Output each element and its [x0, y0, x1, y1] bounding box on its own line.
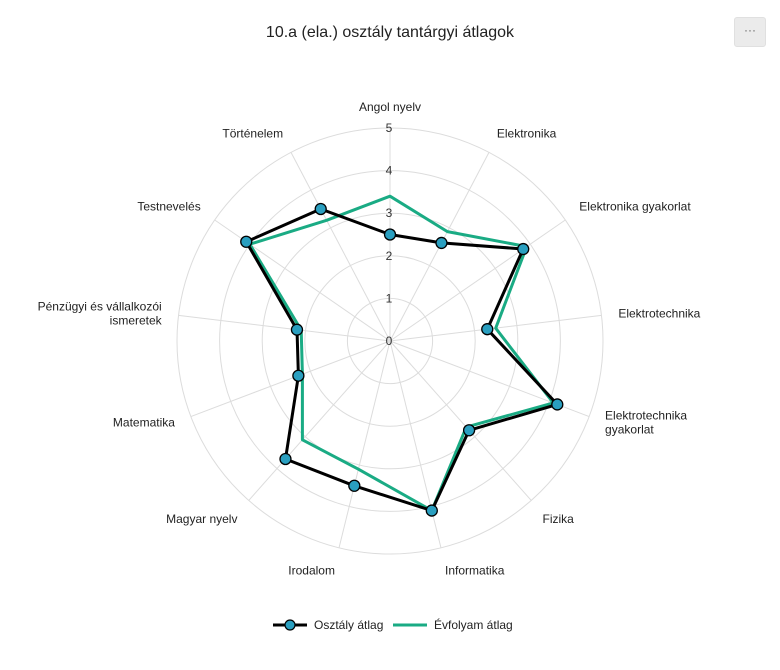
- data-point[interactable]: [551, 398, 564, 411]
- data-point[interactable]: [481, 323, 494, 336]
- grid-spoke: [190, 340, 391, 417]
- legend-label: Osztály átlag: [314, 618, 384, 632]
- data-point[interactable]: [290, 323, 304, 336]
- legend-item-evfolyam-atlag[interactable]: Évfolyam átlag: [392, 618, 513, 632]
- legend-line-icon: [393, 623, 427, 627]
- axis-label: Elektronika gyakorlat: [579, 199, 691, 213]
- data-point[interactable]: [435, 236, 448, 250]
- tick-label: 4: [386, 164, 393, 178]
- data-point[interactable]: [383, 228, 397, 241]
- chart-menu-button[interactable]: ···: [734, 17, 766, 47]
- radar-chart: 0 1 2 3 4 5 Angol nyelv Elektronika Elektronika…: [38, 100, 701, 577]
- axis-label: Elektrotechnika gyakorlat: [605, 409, 687, 437]
- grid-spoke: [290, 152, 391, 342]
- data-point[interactable]: [279, 452, 292, 466]
- data-point[interactable]: [292, 369, 305, 382]
- axis-label: Testnevelés: [137, 199, 200, 213]
- grid-spoke: [338, 340, 391, 548]
- tick-label: 3: [386, 206, 393, 220]
- axis-label: Irodalom: [288, 563, 335, 577]
- data-point[interactable]: [348, 479, 361, 492]
- series-layer: [240, 194, 564, 517]
- more-dots-icon: ···: [744, 23, 756, 37]
- legend-item-osztaly-atlag[interactable]: Osztály átlag: [272, 618, 383, 632]
- legend-label: Évfolyam átlag: [434, 618, 513, 632]
- legend: Osztály átlag Évfolyam átlag: [0, 618, 780, 638]
- axis-labels: Angol nyelv Elektronika Elektronika gyakor…: [38, 100, 701, 577]
- grid-spoke: [389, 219, 566, 342]
- axis-label: Fizika: [543, 512, 575, 526]
- data-point[interactable]: [517, 242, 530, 256]
- axis-label: Elektronika: [497, 126, 557, 140]
- legend-line-marker-icon: [273, 619, 307, 631]
- grid-spoke: [248, 340, 391, 501]
- grid-spoke: [389, 340, 532, 501]
- tick-label: 1: [386, 291, 393, 305]
- data-point[interactable]: [425, 504, 438, 517]
- axis-label: Matematika: [113, 416, 175, 430]
- data-point[interactable]: [462, 424, 476, 437]
- axis-label: Angol nyelv: [359, 100, 421, 114]
- axis-label: Elektrotechnika: [618, 306, 700, 320]
- data-point[interactable]: [240, 235, 253, 248]
- tick-label: 5: [386, 121, 393, 135]
- chart-title: 10.a (ela.) osztály tantárgyi átlagok: [265, 24, 515, 41]
- axis-label: Informatika: [445, 563, 505, 577]
- data-point[interactable]: [314, 202, 327, 216]
- series-line-osztaly-atlag: [244, 207, 559, 513]
- grid-spoke: [389, 340, 442, 548]
- grid-spoke: [178, 314, 391, 342]
- axis-label: Történelem: [222, 126, 283, 140]
- tick-label: 0: [386, 334, 393, 348]
- axis-label: Pénzügyi és vállalkozói ismeretek: [38, 299, 163, 327]
- grid: [176, 127, 604, 555]
- series-line-evfolyam-atlag: [248, 194, 555, 513]
- tick-label: 2: [386, 249, 393, 263]
- axis-label: Magyar nyelv: [166, 512, 237, 526]
- radial-ticks: 0 1 2 3 4 5: [386, 121, 393, 348]
